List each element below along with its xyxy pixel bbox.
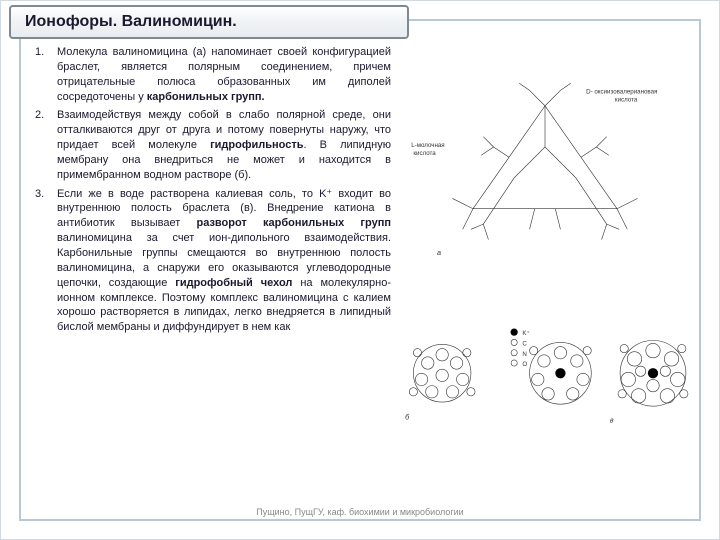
list-item: Молекула валиномицина (а) напоминает сво…	[31, 45, 391, 104]
list-item: Взаимодействуя между собой в слабо поляр…	[31, 108, 391, 182]
bold-run: карбонильных групп.	[147, 91, 265, 103]
label-d-acid: D- оксиизовалериановая	[586, 89, 657, 96]
legend: K⁺ C N O	[511, 329, 530, 369]
bold-run: гидрофильность	[210, 139, 303, 151]
content-row: Молекула валиномицина (а) напоминает сво…	[31, 45, 689, 509]
label-v: в	[610, 416, 614, 425]
slide-title: Ионофоры. Валиномицин.	[25, 13, 237, 30]
label-l-acid: L-молочная	[411, 142, 444, 149]
slide-container: Ионофоры. Валиномицин. Молекула валиноми…	[0, 0, 720, 540]
legend-o: O	[522, 361, 527, 368]
label-b: б	[405, 413, 410, 422]
numbered-list: Молекула валиномицина (а) напоминает сво…	[31, 45, 391, 335]
legend-k: K⁺	[522, 330, 529, 337]
bold-run: разворот карбонильных групп	[196, 217, 391, 229]
title-box: Ионофоры. Валиномицин.	[9, 5, 409, 39]
bold-run: гидрофобный чехол	[175, 277, 292, 289]
label-l-acid2: кислота	[413, 150, 436, 157]
label-a: а	[437, 248, 441, 257]
label-d-acid2: кислота	[615, 97, 638, 104]
legend-c: C	[522, 341, 527, 348]
footer-text: Пущино, ПущГУ, каф. биохимии и микробиол…	[1, 507, 719, 517]
diagram-column: D- оксиизовалериановая кислота L-молочна…	[401, 45, 689, 509]
text-column: Молекула валиномицина (а) напоминает сво…	[31, 45, 401, 509]
list-item: Если же в воде растворена калиевая соль,…	[31, 187, 391, 335]
valinomycin-diagram: D- оксиизовалериановая кислота L-молочна…	[401, 75, 689, 507]
legend-n: N	[522, 351, 526, 358]
